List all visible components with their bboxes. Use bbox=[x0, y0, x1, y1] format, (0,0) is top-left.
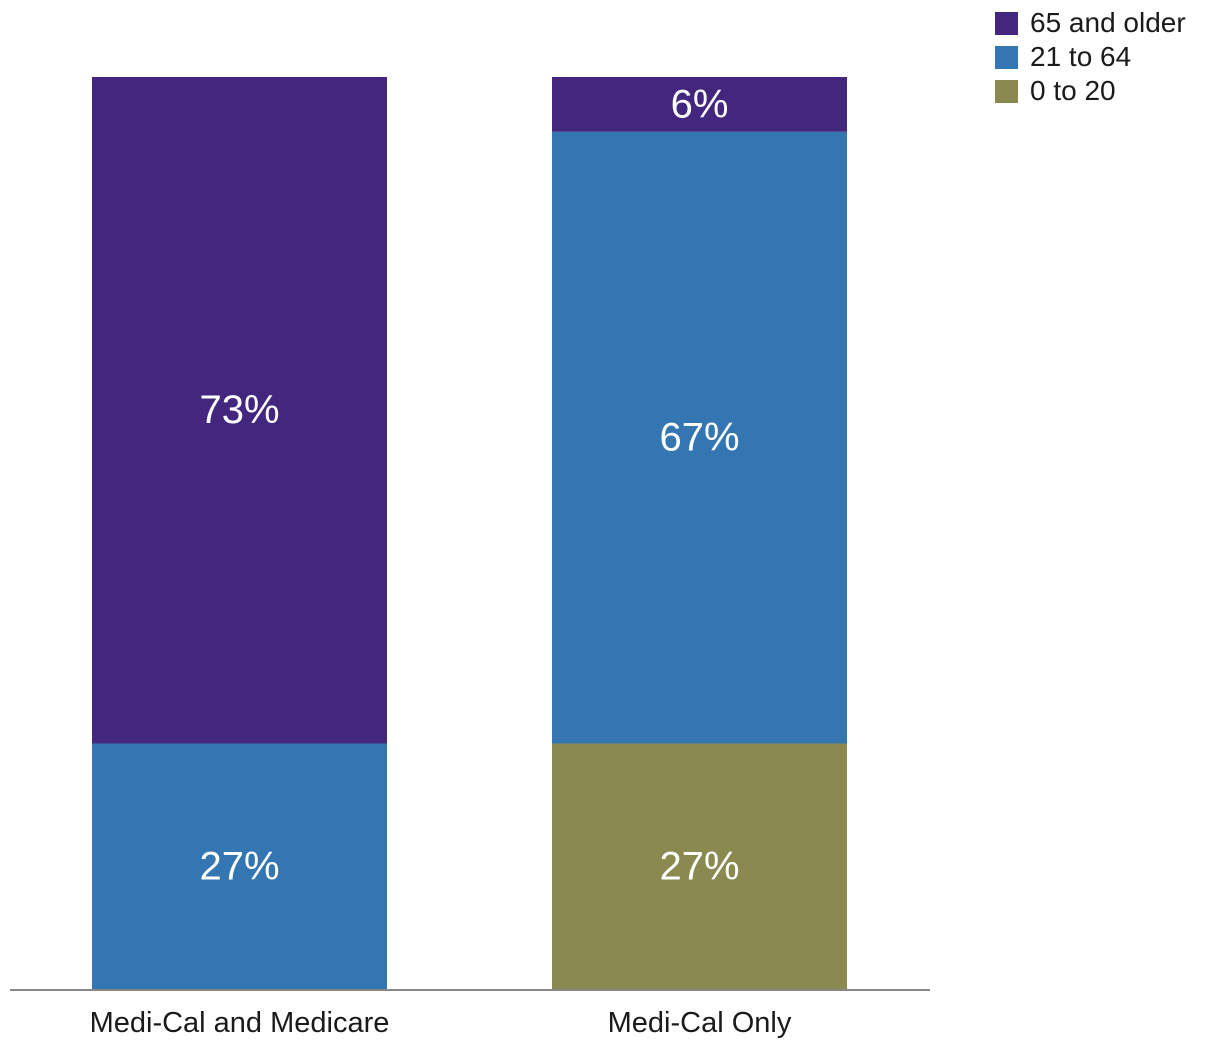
legend-label-0-to-20: 0 to 20 bbox=[1030, 75, 1116, 106]
legend-swatch-0-to-20 bbox=[995, 79, 1018, 103]
data-label-medi-cal-only-65-and-older: 6% bbox=[671, 82, 729, 126]
legend-item-0-to-20: 0 to 20 bbox=[995, 74, 1186, 108]
bars-group: 27% 73% 27% 67% 6% bbox=[92, 77, 847, 990]
category-label-medi-cal-only: Medi-Cal Only bbox=[608, 1007, 792, 1039]
bar-segment-medi-cal-only-0-to-20 bbox=[552, 743, 847, 990]
data-label-medi-cal-only-21-to-64: 67% bbox=[659, 416, 739, 460]
data-label-medi-cal-and-medicare-65-and-older: 73% bbox=[199, 388, 279, 432]
legend-swatch-65-and-older bbox=[995, 11, 1018, 35]
category-label-medi-cal-and-medicare: Medi-Cal and Medicare bbox=[90, 1007, 390, 1039]
legend: 65 and older 21 to 64 0 to 20 bbox=[995, 6, 1186, 108]
category-labels: Medi-Cal and Medicare Medi-Cal Only bbox=[90, 1007, 792, 1039]
legend-item-21-to-64: 21 to 64 bbox=[995, 40, 1186, 74]
legend-item-65-and-older: 65 and older bbox=[995, 6, 1186, 40]
bar-segment-medi-cal-only-65-and-older bbox=[552, 77, 847, 132]
legend-swatch-21-to-64 bbox=[995, 45, 1018, 69]
legend-label-65-and-older: 65 and older bbox=[1030, 7, 1186, 38]
data-label-medi-cal-only-0-to-20: 27% bbox=[659, 845, 739, 889]
bar-segment-medi-cal-and-medicare-65-and-older bbox=[92, 77, 387, 744]
data-label-medi-cal-and-medicare-21-to-64: 27% bbox=[199, 845, 279, 889]
legend-label-21-to-64: 21 to 64 bbox=[1030, 41, 1132, 72]
bar-segment-medi-cal-only-21-to-64 bbox=[552, 131, 847, 744]
bar-segment-medi-cal-and-medicare-21-to-64 bbox=[92, 743, 387, 990]
